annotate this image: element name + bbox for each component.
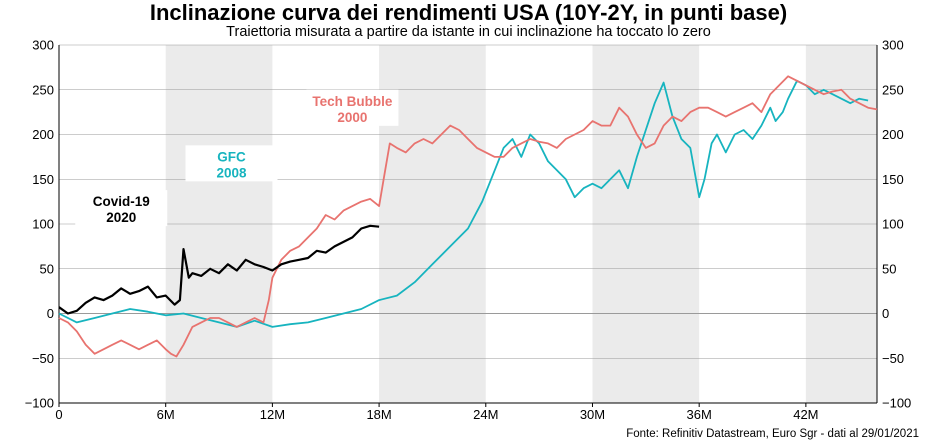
y-tick-right-50: 50 (882, 261, 896, 276)
annotation-covid-line-1: 2020 (106, 210, 136, 225)
annotation-tech-line-1: 2000 (337, 110, 367, 125)
x-tick-6: 6M (157, 407, 175, 422)
tick-labels: −100 −100 −50 −50 0 0 50 50 100 100 150 150 200 200 25… (25, 38, 912, 423)
x-tick-12: 12M (260, 407, 285, 422)
annotation-box-gfc (185, 145, 278, 182)
annotation-box-tech (306, 89, 399, 126)
annotation-covid-line-0: Covid-19 (93, 194, 150, 209)
source-note: Fonte: Refinitiv Datastream, Euro Sgr - … (626, 428, 919, 440)
chart-title: Inclinazione curva dei rendimenti USA (1… (149, 0, 788, 25)
x-tick-36: 36M (687, 407, 712, 422)
x-tick-0: 0 (55, 407, 62, 422)
chart-subtitle: Traiettoria misurata a partire da istant… (226, 24, 711, 40)
y-tick-left-200: 200 (32, 127, 54, 142)
y-tick-left-300: 300 (32, 38, 54, 53)
x-tick-30: 30M (580, 407, 605, 422)
y-tick-right-100: 100 (882, 217, 904, 232)
y-tick-left--100: −100 (25, 396, 54, 411)
y-tick-left--50: −50 (32, 351, 54, 366)
y-tick-left-0: 0 (47, 306, 54, 321)
y-tick-left-150: 150 (32, 172, 54, 187)
series-lines (58, 75, 878, 358)
y-tick-right-250: 250 (882, 82, 904, 97)
y-tick-right-200: 200 (882, 127, 904, 142)
y-tick-left-250: 250 (32, 82, 54, 97)
annotation-box-covid (75, 190, 168, 227)
plot-frame (58, 45, 878, 404)
x-tick-18: 18M (366, 407, 391, 422)
annotation-tech-line-0: Tech Bubble (312, 94, 392, 109)
y-tick-left-50: 50 (40, 261, 54, 276)
series-line-gfc (58, 79, 869, 328)
x-tick-24: 24M (473, 407, 498, 422)
x-tick-42: 42M (793, 407, 818, 422)
y-tick-right--50: −50 (882, 351, 904, 366)
y-tick-right-150: 150 (882, 172, 904, 187)
series-line-tech (58, 75, 878, 358)
y-tick-left-100: 100 (32, 217, 54, 232)
y-tick-right--100: −100 (882, 396, 911, 411)
y-tick-right-0: 0 (882, 306, 889, 321)
y-tick-right-300: 300 (882, 38, 904, 53)
annotation-gfc-line-1: 2008 (216, 165, 247, 180)
annotation-gfc-line-0: GFC (217, 149, 246, 164)
series-line-covid (58, 224, 380, 315)
